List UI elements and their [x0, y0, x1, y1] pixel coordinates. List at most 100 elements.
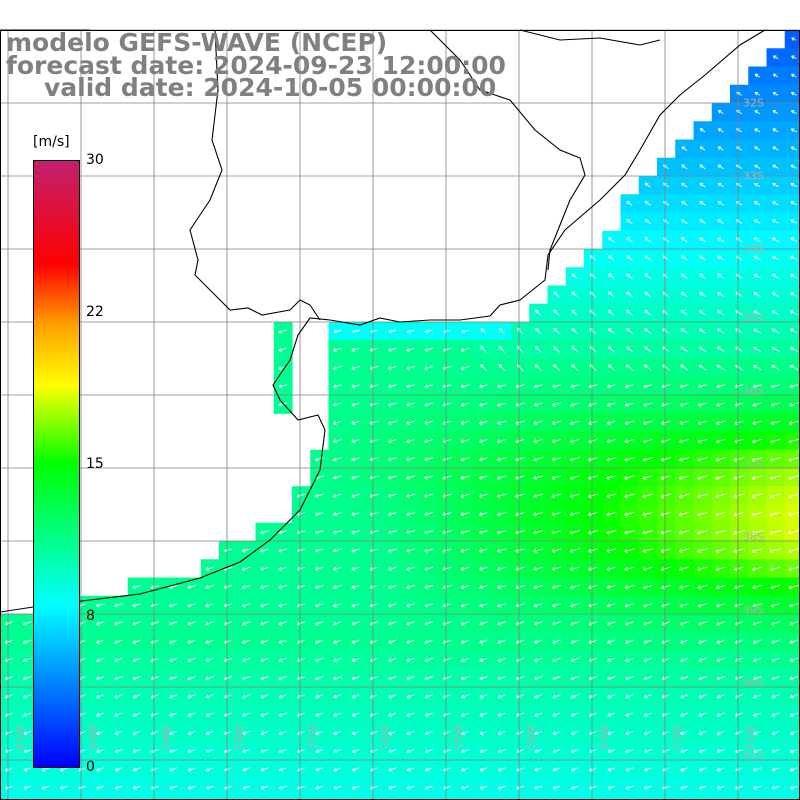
wind-arrow	[790, 146, 797, 151]
wind-arrow	[387, 493, 397, 498]
wind-arrow	[680, 364, 689, 371]
wind-arrow	[790, 292, 798, 297]
wind-arrow	[497, 438, 507, 444]
wind-arrow	[772, 128, 779, 133]
wind-arrow	[717, 310, 725, 316]
wind-arrow	[388, 329, 397, 334]
wind-arrow	[369, 475, 379, 480]
wind-arrow	[788, 566, 800, 572]
wind-arrow	[660, 548, 672, 553]
field-cell	[784, 796, 800, 800]
wind-arrow	[588, 402, 598, 407]
wind-arrow	[715, 456, 727, 462]
wind-arrow	[515, 420, 525, 425]
wind-arrow	[626, 237, 633, 243]
wind-arrow	[497, 420, 507, 425]
wind-arrow	[242, 675, 251, 681]
wind-arrow	[497, 749, 506, 754]
wind-arrow	[789, 675, 798, 681]
wind-arrow	[752, 384, 762, 389]
wind-arrow	[790, 91, 797, 96]
wind-arrow	[114, 621, 123, 626]
wind-arrow	[442, 566, 452, 571]
wind-arrow	[681, 219, 688, 225]
wind-arrow	[333, 767, 342, 772]
wind-arrow	[478, 438, 489, 444]
wind-arrow	[772, 146, 779, 151]
wind-arrow	[187, 730, 196, 735]
wind-arrow	[771, 346, 780, 352]
wind-arrow	[734, 639, 744, 644]
wind-arrow	[698, 639, 707, 644]
wind-arrow	[534, 730, 543, 735]
wind-arrow	[789, 402, 799, 407]
wind-arrow	[552, 657, 561, 663]
wind-arrow	[497, 639, 507, 644]
wind-arrow	[333, 548, 342, 553]
wind-arrow	[607, 749, 616, 754]
wind-arrow	[479, 694, 488, 699]
wind-arrow	[569, 548, 580, 553]
wind-arrow	[114, 639, 123, 644]
wind-arrow	[606, 457, 617, 462]
wind-arrow	[351, 603, 361, 608]
wind-arrow	[661, 621, 671, 626]
wind-arrow	[241, 566, 251, 571]
wind-arrow	[242, 657, 251, 663]
wind-arrow	[351, 621, 361, 626]
wind-arrow	[680, 237, 688, 243]
wind-arrow	[606, 420, 617, 425]
wind-arrow	[680, 346, 689, 353]
wind-arrow	[625, 767, 634, 772]
wind-arrow	[697, 584, 708, 590]
wind-arrow	[387, 347, 397, 352]
wind-arrow	[278, 584, 288, 590]
wind-arrow	[625, 675, 634, 681]
wind-arrow	[424, 767, 433, 772]
wind-arrow	[497, 657, 507, 663]
wind-arrow	[771, 749, 780, 754]
wind-arrow	[424, 511, 434, 517]
wind-arrow	[387, 457, 397, 462]
lon-label: 60W	[87, 725, 100, 750]
wind-arrow	[460, 511, 471, 517]
wind-arrow	[642, 584, 653, 590]
wind-arrow	[606, 639, 616, 644]
wind-arrow	[314, 548, 324, 553]
wind-arrow	[787, 511, 800, 517]
wind-arrow	[424, 712, 433, 717]
field-cell	[200, 796, 220, 800]
wind-arrow	[114, 730, 123, 735]
wind-arrow	[387, 420, 397, 425]
colorbar-tick-8: 8	[86, 608, 95, 624]
field-cell	[456, 796, 476, 800]
wind-arrow	[754, 182, 761, 188]
wind-arrow	[405, 438, 416, 444]
wind-arrow	[753, 219, 761, 224]
wind-arrow	[678, 475, 690, 480]
wind-arrow	[205, 621, 215, 626]
wind-arrow	[625, 346, 634, 353]
wind-arrow	[716, 749, 725, 754]
wind-arrow	[333, 511, 342, 517]
wind-arrow	[478, 493, 489, 498]
wind-arrow	[515, 402, 525, 407]
wind-arrow	[733, 456, 745, 462]
wind-arrow	[716, 621, 726, 626]
wind-arrow	[643, 621, 653, 626]
wind-arrow	[515, 457, 525, 462]
wind-arrow	[497, 384, 507, 389]
field-cell	[273, 796, 293, 800]
wind-arrow	[679, 566, 690, 572]
wind-arrow	[205, 712, 214, 717]
wind-arrow	[460, 603, 470, 608]
wind-arrow	[388, 675, 397, 681]
wind-arrow	[442, 548, 452, 553]
wind-arrow	[698, 749, 707, 754]
wind-arrow	[405, 475, 416, 480]
wind-arrow	[643, 639, 653, 644]
wind-arrow	[533, 621, 543, 626]
wind-arrow	[642, 420, 653, 425]
wind-arrow	[608, 237, 615, 243]
